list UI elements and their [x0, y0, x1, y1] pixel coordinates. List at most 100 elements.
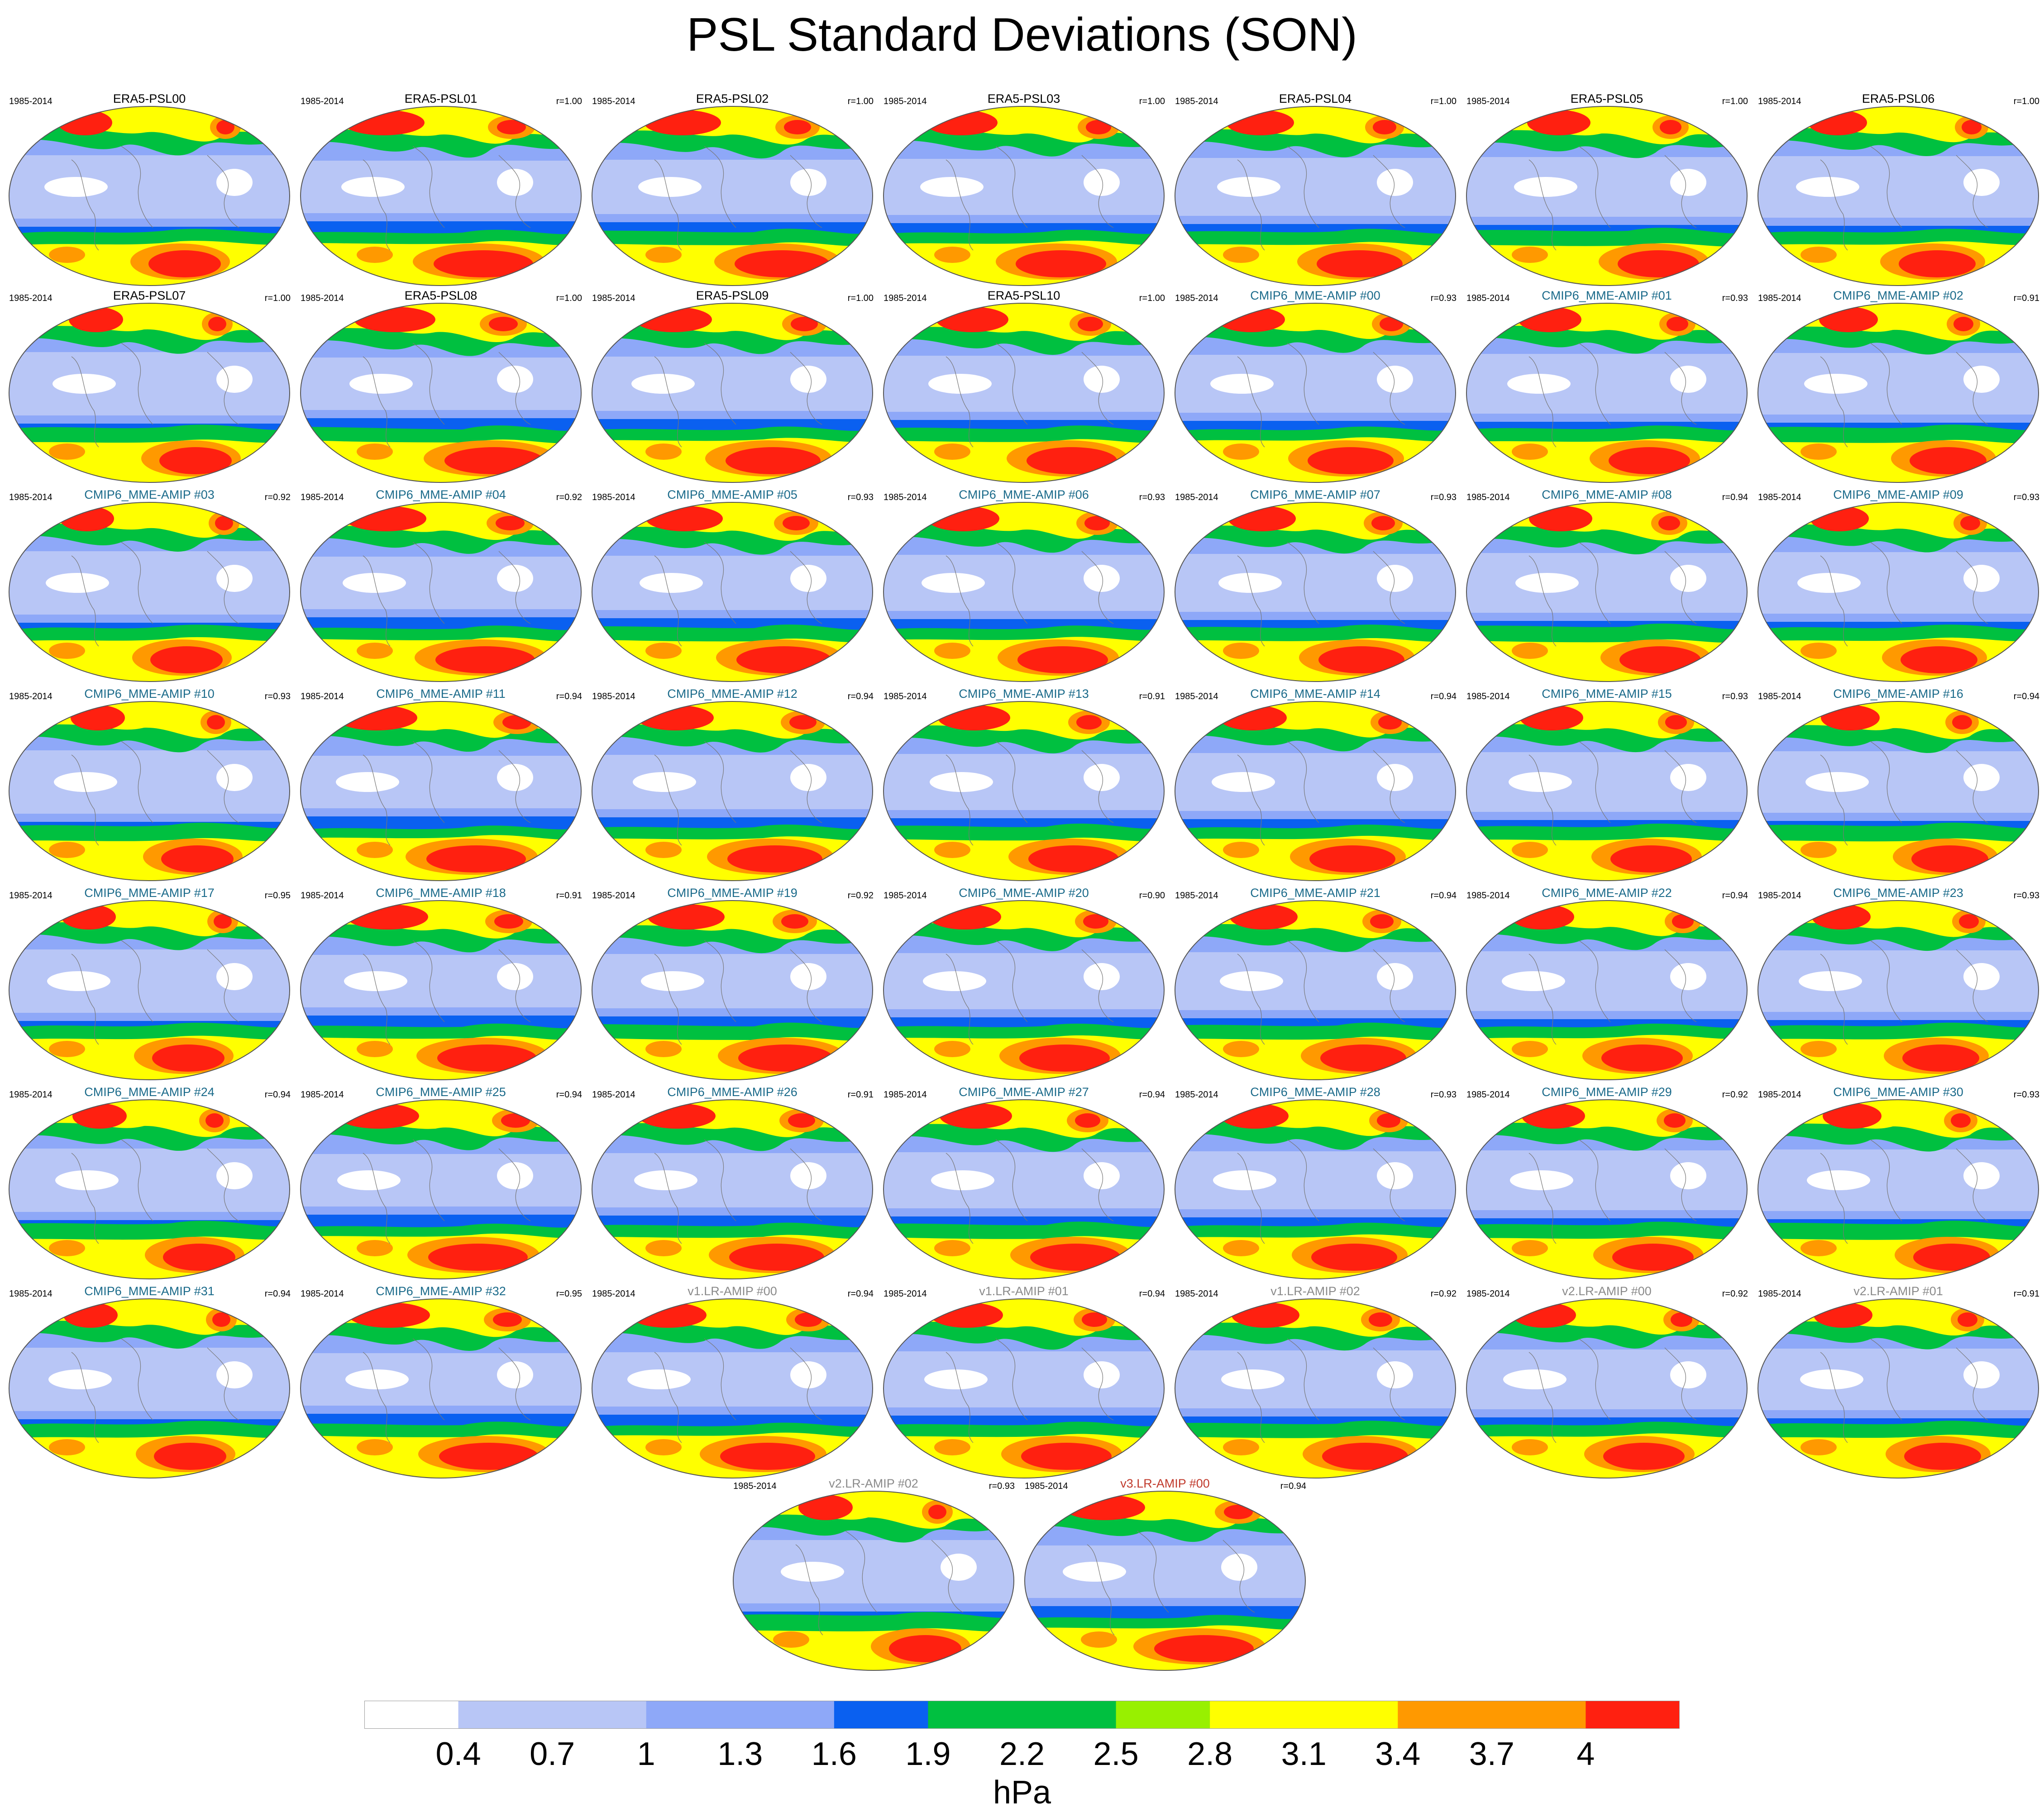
panel-title: v1.LR-AMIP #02: [1270, 1284, 1360, 1298]
panel-title: ERA5-PSL08: [404, 289, 478, 302]
panel-correlation: r=0.90: [1139, 891, 1165, 901]
map-plot: [592, 106, 873, 286]
map-plot: [9, 1099, 290, 1279]
colorbar-swatch: [1491, 1701, 1586, 1729]
panel-title: ERA5-PSL05: [1570, 92, 1643, 105]
map-panel: 1985-2014 CMIP6_MME-AMIP #09 r=0.93: [1753, 488, 2043, 688]
panel-correlation: r=0.93: [1722, 293, 1748, 303]
panel-period: 1985-2014: [592, 293, 635, 303]
panel-title: v2.LR-AMIP #02: [829, 1477, 918, 1490]
map-plot: [1757, 106, 2039, 286]
panel-correlation: r=0.93: [1430, 293, 1457, 303]
panel-title: ERA5-PSL07: [113, 289, 186, 302]
panel-title: ERA5-PSL10: [987, 289, 1060, 302]
panel-correlation: r=0.92: [1430, 1289, 1457, 1299]
panel-period: 1985-2014: [1758, 1289, 1801, 1299]
map-plot: [1466, 502, 1748, 682]
panel-title: CMIP6_MME-AMIP #21: [1250, 886, 1380, 900]
map-panel: 1985-2014 v2.LR-AMIP #02 r=0.93: [729, 1477, 1018, 1677]
map-plot: [592, 1298, 873, 1478]
panel-correlation: r=0.92: [264, 492, 291, 502]
panel-correlation: r=0.94: [264, 1289, 291, 1299]
map-panel: 1985-2014 CMIP6_MME-AMIP #02 r=0.91: [1753, 289, 2043, 489]
colorbar-units: hPa: [993, 1774, 1051, 1811]
panel-correlation: r=0.91: [556, 891, 582, 901]
map-panel: 1985-2014 CMIP6_MME-AMIP #14 r=0.94: [1170, 687, 1460, 887]
colorbar-swatch: [364, 1701, 459, 1729]
panel-correlation: r=0.94: [2013, 692, 2039, 701]
map-plot: [9, 900, 290, 1080]
map-panel: 1985-2014 ERA5-PSL10 r=1.00: [879, 289, 1169, 489]
panel-title: ERA5-PSL03: [987, 92, 1060, 105]
panel-period: 1985-2014: [1175, 96, 1218, 106]
panel-period: 1985-2014: [1175, 692, 1218, 701]
panel-title: v2.LR-AMIP #01: [1853, 1284, 1943, 1298]
panel-period: 1985-2014: [592, 692, 635, 701]
map-panel: 1985-2014 v3.LR-AMIP #00 r=0.94: [1020, 1477, 1310, 1677]
map-panel: 1985-2014 ERA5-PSL06 r=1.00: [1753, 92, 2043, 292]
panel-title: CMIP6_MME-AMIP #29: [1542, 1085, 1672, 1099]
map-plot: [9, 1298, 290, 1478]
panel-period: 1985-2014: [1758, 492, 1801, 502]
map-field: [1175, 1100, 1456, 1279]
panel-period: 1985-2014: [1466, 492, 1510, 502]
panel-period: 1985-2014: [592, 96, 635, 106]
panel-period: 1985-2014: [884, 293, 927, 303]
panel-period: 1985-2014: [1025, 1481, 1068, 1491]
panel-correlation: r=0.93: [2013, 492, 2039, 502]
panel-period: 1985-2014: [1175, 293, 1218, 303]
map-panel: 1985-2014 CMIP6_MME-AMIP #23 r=0.93: [1753, 886, 2043, 1086]
panel-correlation: r=0.94: [264, 1090, 291, 1100]
panel-period: 1985-2014: [1466, 1289, 1510, 1299]
map-panel: 1985-2014 CMIP6_MME-AMIP #19 r=0.92: [587, 886, 877, 1086]
colorbar-tick-label: 2.5: [1093, 1736, 1139, 1772]
panel-correlation: r=1.00: [847, 293, 874, 303]
map-panel: 1985-2014 ERA5-PSL00: [5, 92, 294, 292]
map-panel: 1985-2014 CMIP6_MME-AMIP #00 r=0.93: [1170, 289, 1460, 489]
panel-period: 1985-2014: [1758, 692, 1801, 701]
panel-title: CMIP6_MME-AMIP #23: [1833, 886, 1963, 900]
map-panel: 1985-2014 CMIP6_MME-AMIP #26 r=0.91: [587, 1085, 877, 1285]
panel-title: CMIP6_MME-AMIP #06: [959, 488, 1089, 501]
colorbar-tick-label: 1.3: [717, 1736, 763, 1772]
map-field: [1466, 701, 1747, 881]
panel-title: ERA5-PSL01: [404, 92, 478, 105]
map-plot: [1175, 701, 1456, 881]
map-plot: [1175, 900, 1456, 1080]
panel-title: CMIP6_MME-AMIP #11: [376, 687, 506, 701]
panel-period: 1985-2014: [301, 96, 344, 106]
panel-correlation: r=1.00: [556, 96, 582, 106]
panel-correlation: r=0.92: [847, 891, 874, 901]
panel-period: 1985-2014: [592, 891, 635, 901]
map-plot: [1757, 502, 2039, 682]
map-plot: [300, 701, 582, 881]
panel-period: 1985-2014: [9, 96, 53, 106]
map-panel: 1985-2014 CMIP6_MME-AMIP #28 r=0.93: [1170, 1085, 1460, 1285]
map-plot: [883, 900, 1165, 1080]
colorbar-swatch: [1116, 1701, 1210, 1729]
panel-title: CMIP6_MME-AMIP #32: [376, 1284, 506, 1298]
map-plot: [1175, 502, 1456, 682]
map-field: [884, 1299, 1164, 1478]
map-plot: [883, 502, 1165, 682]
map-plot: [1466, 303, 1748, 483]
panel-title: CMIP6_MME-AMIP #15: [1542, 687, 1672, 701]
panel-title: ERA5-PSL06: [1862, 92, 1935, 105]
panel-period: 1985-2014: [1466, 1090, 1510, 1100]
panel-period: 1985-2014: [1175, 891, 1218, 901]
panel-title: CMIP6_MME-AMIP #03: [84, 488, 215, 501]
colorbar: [364, 1701, 1680, 1729]
map-plot: [1175, 303, 1456, 483]
panel-correlation: r=0.93: [2013, 891, 2039, 901]
colorbar-tick-label: 2.2: [999, 1736, 1045, 1772]
map-panel: 1985-2014 CMIP6_MME-AMIP #22 r=0.94: [1462, 886, 1752, 1086]
panel-correlation: r=0.94: [1139, 1289, 1165, 1299]
panel-correlation: r=0.93: [2013, 1090, 2039, 1100]
colorbar-tick-label: 0.7: [530, 1736, 575, 1772]
panel-title: CMIP6_MME-AMIP #13: [959, 687, 1089, 701]
map-plot: [1466, 900, 1748, 1080]
panel-correlation: r=0.94: [1430, 692, 1457, 701]
panel-title: CMIP6_MME-AMIP #12: [667, 687, 798, 701]
colorbar-swatch: [458, 1701, 553, 1729]
panel-period: 1985-2014: [301, 891, 344, 901]
